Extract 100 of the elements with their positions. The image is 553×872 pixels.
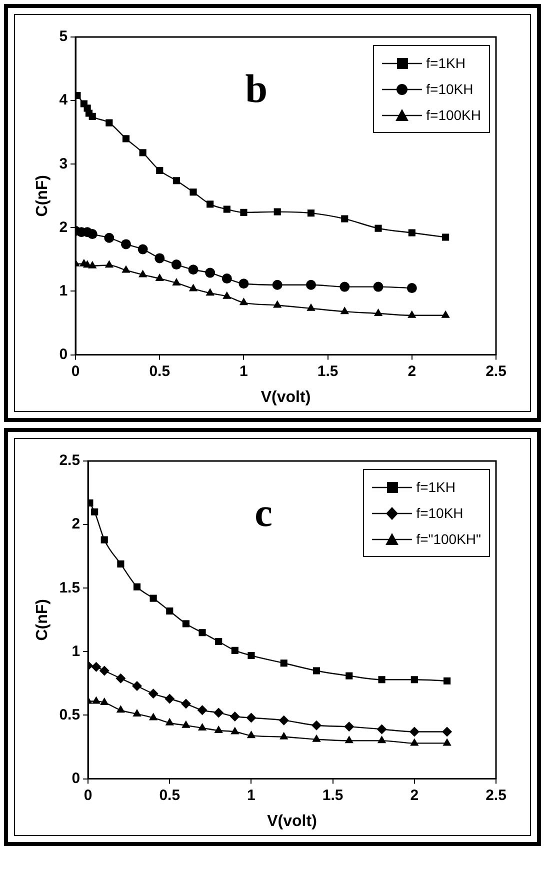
x-tick-label: 2	[408, 362, 416, 380]
legend-label: f=1KH	[426, 55, 466, 71]
x-axis-title: V(volt)	[260, 388, 311, 406]
point	[240, 208, 248, 216]
point	[197, 705, 208, 716]
y-axis-title: C(nF)	[34, 599, 52, 641]
point	[306, 280, 316, 290]
point	[280, 732, 288, 740]
point	[373, 282, 384, 292]
point	[410, 676, 418, 684]
point	[148, 688, 158, 699]
point	[133, 583, 141, 590]
x-tick-label: 0.5	[149, 362, 170, 380]
point	[92, 696, 101, 704]
x-tick-label: 1.5	[317, 362, 338, 380]
y-tick-label: 1.5	[59, 579, 80, 596]
point	[190, 188, 197, 196]
point	[442, 738, 452, 746]
y-tick-label: 1	[59, 282, 68, 300]
y-tick-label: 2	[72, 516, 80, 533]
point	[138, 244, 148, 254]
point	[230, 712, 240, 722]
point	[307, 210, 315, 217]
point	[155, 274, 164, 282]
point	[122, 265, 130, 273]
point	[180, 698, 191, 709]
point	[248, 652, 255, 660]
x-tick-label: 1	[240, 362, 248, 380]
point	[172, 177, 180, 184]
y-tick-label: 2	[59, 218, 68, 236]
y-tick-label: 0	[59, 346, 68, 363]
point	[91, 508, 98, 516]
x-tick-label: 1.5	[322, 786, 344, 804]
point	[91, 662, 102, 672]
point	[408, 229, 416, 236]
point	[230, 726, 240, 734]
point	[377, 736, 386, 744]
point	[444, 677, 451, 684]
point	[165, 718, 174, 726]
point	[239, 298, 248, 306]
point	[214, 708, 224, 718]
point	[280, 660, 288, 667]
legend-label: f="100KH"	[416, 531, 481, 547]
point	[346, 672, 353, 680]
point	[340, 282, 350, 292]
point	[172, 278, 181, 286]
point	[344, 722, 354, 732]
legend-label: f=10KH	[416, 505, 464, 521]
point	[122, 135, 130, 142]
point	[378, 676, 386, 684]
point	[442, 726, 452, 737]
y-tick-label: 3	[59, 155, 68, 172]
x-tick-label: 0.5	[159, 786, 180, 804]
point	[341, 215, 348, 222]
point	[442, 234, 450, 241]
x-tick-label: 1	[247, 786, 256, 804]
point	[406, 283, 417, 294]
point	[116, 705, 126, 713]
point	[206, 200, 214, 208]
point	[120, 239, 131, 250]
point	[223, 206, 230, 213]
point	[246, 712, 256, 723]
point	[410, 738, 419, 746]
point	[340, 306, 349, 314]
point	[312, 720, 322, 730]
point	[306, 303, 316, 311]
point	[117, 560, 124, 568]
point	[198, 722, 207, 730]
point	[88, 112, 96, 120]
point	[238, 278, 249, 289]
x-tick-label: 2	[410, 786, 419, 804]
point	[231, 646, 238, 654]
point	[222, 274, 232, 284]
point	[374, 224, 382, 232]
y-tick-label: 0	[72, 770, 80, 787]
point	[188, 264, 198, 275]
point	[374, 308, 383, 316]
point	[188, 284, 198, 292]
point	[132, 681, 142, 692]
y-tick-label: 5	[59, 28, 68, 46]
point	[246, 730, 256, 738]
point	[274, 208, 281, 216]
point	[132, 708, 142, 716]
point	[205, 268, 216, 278]
point	[198, 629, 206, 636]
y-tick-label: 1	[72, 642, 80, 660]
y-tick-label: 0.5	[59, 706, 80, 724]
legend-label: f=100KH	[426, 107, 481, 123]
point	[99, 666, 110, 676]
point	[182, 720, 190, 728]
point	[87, 229, 98, 240]
y-axis-title: C(nF)	[34, 175, 52, 217]
point	[171, 260, 182, 270]
point	[312, 667, 320, 674]
point	[100, 536, 108, 544]
legend-label: f=10KH	[426, 81, 474, 97]
y-tick-label: 2.5	[59, 452, 80, 470]
point	[150, 594, 157, 602]
point	[164, 694, 175, 704]
legend-label: f=1KH	[416, 479, 456, 495]
